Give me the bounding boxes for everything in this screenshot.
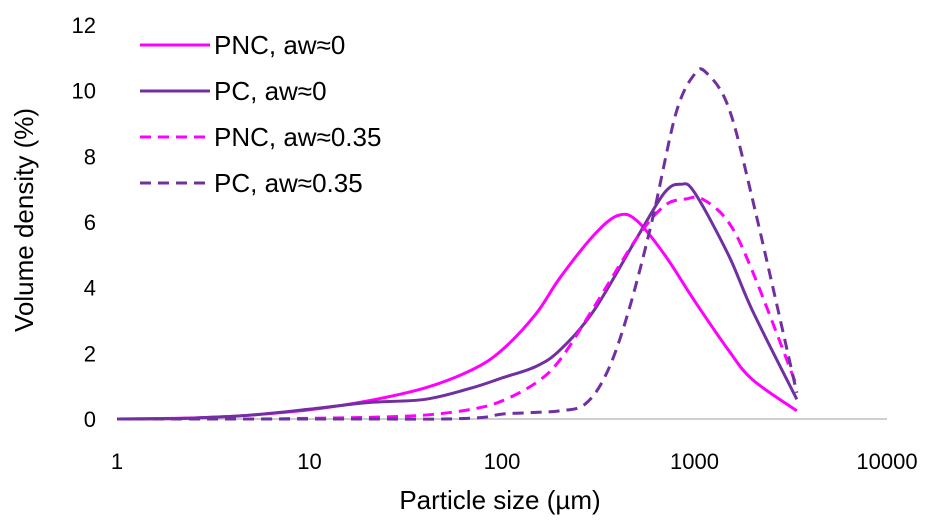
y-tick-label: 2 [84, 341, 96, 366]
y-axis: 0 2 4 6 8 10 12 [72, 13, 96, 432]
series-line-pnc-aw-0 [116, 212, 798, 421]
legend-label: PC, aw≈0 [214, 76, 327, 106]
legend: PNC, aw≈0 PC, aw≈0 PNC, aw≈0.35 PC, aw≈0.35 [140, 30, 381, 198]
legend-label: PNC, aw≈0 [214, 30, 345, 60]
x-tick-label: 1 [111, 449, 123, 474]
x-tick-label: 10000 [856, 449, 917, 474]
x-tick-label: 1000 [670, 449, 719, 474]
x-axis: 1 10 100 1000 10000 [111, 418, 918, 474]
x-tick-label: 10 [297, 449, 321, 474]
y-tick-label: 6 [84, 210, 96, 235]
legend-label: PC, aw≈0.35 [214, 168, 363, 198]
legend-label: PNC, aw≈0.35 [214, 122, 381, 152]
y-axis-title: Volume density (%) [9, 108, 39, 332]
x-axis-title: Particle size (µm) [399, 485, 600, 515]
series-layer [116, 67, 799, 421]
x-tick-label: 100 [484, 449, 521, 474]
y-tick-label: 8 [84, 144, 96, 169]
y-tick-label: 12 [72, 13, 96, 38]
y-tick-label: 0 [84, 407, 96, 432]
y-tick-label: 10 [72, 79, 96, 104]
series-line-pc-aw-0 [116, 182, 799, 421]
series-line-pnc-aw-0-35 [116, 195, 799, 421]
y-tick-label: 4 [84, 276, 96, 301]
